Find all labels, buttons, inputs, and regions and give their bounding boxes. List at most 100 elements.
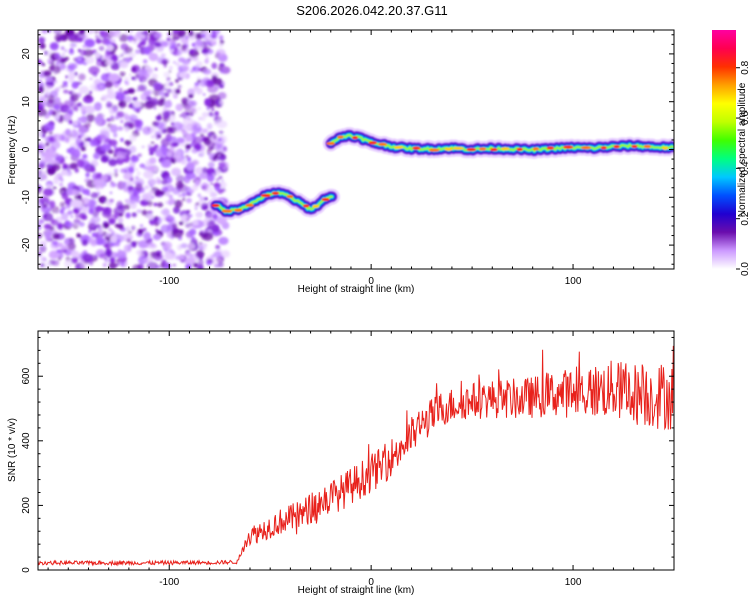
noise-speck (178, 71, 188, 79)
colorbar-tick-label: 0.2 (740, 211, 750, 225)
noise-speck (181, 64, 185, 67)
noise-speck (168, 194, 173, 199)
track-peak (312, 204, 320, 208)
noise-speck (100, 73, 110, 82)
noise-speck (79, 115, 88, 124)
noise-speck (164, 81, 170, 88)
noise-speck (120, 137, 124, 143)
noise-speck (58, 176, 63, 181)
noise-speck (38, 223, 42, 231)
track-peak (368, 141, 378, 145)
noise-speck (206, 260, 212, 266)
noise-speck (113, 172, 118, 178)
noise-speck (94, 237, 105, 246)
noise-speck (136, 199, 140, 203)
noise-speck (68, 71, 76, 80)
track-peak (580, 146, 592, 150)
chart-title: S206.2026.042.20.37.G11 (296, 3, 448, 18)
noise-speck (175, 88, 181, 95)
noise-speck (64, 84, 68, 88)
noise-speck (172, 43, 176, 47)
noise-speck (113, 252, 120, 258)
y-tick-label: 400 (21, 432, 32, 449)
noise-speck (115, 259, 120, 263)
noise-speck (191, 49, 196, 53)
noise-speck (137, 153, 142, 157)
noise-speck (203, 185, 214, 194)
noise-speck (133, 40, 138, 45)
colorbar-gradient (712, 30, 736, 269)
colorbar: 0.0 0.2 0.4 0.6 0.8 Normalized spectral ampl… (712, 30, 750, 276)
noise-speck (38, 94, 43, 100)
noise-speck (83, 105, 96, 114)
noise-speck (90, 238, 97, 245)
noise-speck (38, 85, 45, 93)
noise-speck (93, 178, 104, 187)
noise-speck (106, 44, 114, 52)
noise-speck (98, 84, 104, 90)
noise-speck (215, 244, 221, 250)
noise-speck (174, 46, 178, 52)
noise-speck (130, 117, 135, 122)
noise-speck (70, 93, 79, 102)
noise-speck (187, 58, 192, 62)
noise-speck (53, 65, 61, 74)
noise-speck (197, 259, 204, 266)
noise-speck (90, 192, 99, 199)
noise-speck (166, 89, 173, 94)
x-tick-label: -100 (159, 276, 179, 287)
spectrogram-y-ticks: -20 -10 0 10 20 (21, 34, 674, 265)
noise-speck (94, 74, 97, 78)
noise-speck (113, 168, 119, 173)
noise-speck (125, 212, 131, 219)
track-peak (546, 146, 555, 150)
noise-speck (120, 119, 124, 124)
noise-speck (206, 122, 213, 130)
noise-speck (99, 135, 110, 144)
noise-speck (191, 42, 196, 47)
x-tick-label: 100 (565, 276, 582, 287)
noise-speck (83, 56, 95, 65)
noise-speck (113, 145, 117, 149)
noise-speck (124, 166, 131, 174)
noise-speck (46, 163, 54, 169)
noise-speck (127, 88, 135, 94)
noise-speck (67, 242, 76, 251)
noise-speck (50, 140, 61, 150)
noise-speck (171, 113, 174, 117)
track-peak (466, 147, 477, 152)
noise-speck (104, 248, 113, 257)
noise-speck (185, 155, 189, 158)
noise-speck (108, 218, 116, 225)
noise-speck (48, 250, 60, 260)
noise-speck (185, 144, 191, 150)
noise-speck (149, 157, 157, 165)
noise-speck (57, 223, 64, 230)
noise-speck (89, 90, 93, 94)
snr-y-ticks: 0 200 400 600 (21, 336, 674, 573)
noise-speck (154, 32, 162, 39)
noise-speck (70, 250, 80, 258)
noise-speck (107, 227, 113, 232)
noise-speck (55, 160, 60, 165)
noise-speck (164, 87, 168, 91)
noise-speck (207, 152, 211, 156)
noise-speck (118, 87, 123, 93)
noise-speckle-region (38, 30, 231, 269)
noise-speck (52, 186, 57, 190)
noise-speck (217, 172, 220, 176)
noise-speck (200, 133, 205, 138)
noise-speck (64, 220, 71, 228)
noise-speck (213, 145, 217, 149)
noise-speck (136, 241, 139, 244)
noise-speck (38, 36, 46, 44)
noise-speck (101, 94, 108, 102)
noise-speck (123, 204, 131, 210)
noise-speck (38, 82, 42, 86)
noise-speck (168, 81, 174, 87)
noise-speck (168, 136, 178, 143)
noise-speck (218, 130, 224, 135)
noise-speck (70, 214, 74, 219)
noise-speck (48, 131, 53, 135)
noise-speck (129, 161, 136, 169)
